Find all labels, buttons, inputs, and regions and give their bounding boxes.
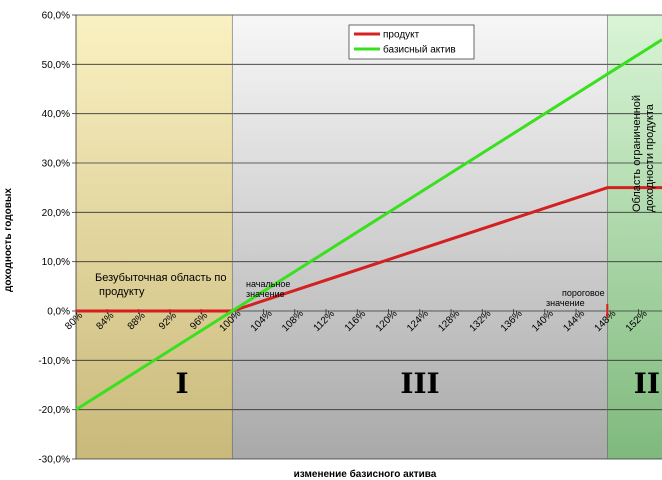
region-dividers xyxy=(231,15,608,459)
y-tick-label: 30,0% xyxy=(42,159,70,170)
threshold-value-line2: значение xyxy=(546,298,585,308)
y-tick-label: 50,0% xyxy=(42,60,70,71)
region-band-iii xyxy=(232,15,608,459)
y-tick-label: 40,0% xyxy=(42,109,70,120)
y-tick-label: -20,0% xyxy=(38,405,70,416)
threshold-value-line1: пороговое xyxy=(562,288,605,298)
legend-label-product: продукт xyxy=(383,30,420,41)
region-band-i xyxy=(76,15,233,459)
legend-box xyxy=(348,24,475,60)
region-label-ii: II xyxy=(634,367,660,400)
initial-value-label: начальное значение xyxy=(246,279,293,299)
legend-label-base-asset: базисный актив xyxy=(383,44,456,56)
region-labels: I III II xyxy=(175,367,660,400)
limited-region-line1: Область ограниченной xyxy=(631,95,643,212)
y-tick-label: -30,0% xyxy=(38,455,70,466)
threshold-value-label: пороговое значение xyxy=(546,288,607,308)
x-axis-title: изменение базисного актива xyxy=(294,468,437,480)
region-band-ii xyxy=(607,15,662,459)
y-tick-label: -10,0% xyxy=(38,356,70,367)
y-tick-label: 0,0% xyxy=(47,307,70,318)
y-tick-label: 60,0% xyxy=(42,11,70,22)
no-loss-region-label: Безубыточная область по продукту xyxy=(95,272,230,298)
region-bands xyxy=(76,15,662,459)
y-tick-label: 20,0% xyxy=(42,208,70,219)
series-line-base-asset xyxy=(75,38,662,411)
limited-region-label: Область ограниченной доходности продукта xyxy=(631,92,656,212)
region-label-iii: III xyxy=(400,367,439,400)
limited-region-line2: доходности продукта xyxy=(644,103,656,212)
initial-value-line2: значение xyxy=(246,289,285,299)
series-lines xyxy=(75,38,662,411)
y-axis-ticks: 60,0% 50,0% 40,0% 30,0% 20,0% 10,0% 0,0% -10,0%… xyxy=(38,11,70,466)
series-line-product xyxy=(76,186,662,313)
no-loss-region-line1: Безубыточная область по xyxy=(95,272,226,284)
y-axis-title: доходность годовых xyxy=(3,188,14,292)
region-label-i: I xyxy=(175,367,188,400)
legend: продукт базисный актив xyxy=(348,24,475,60)
no-loss-region-line2: продукту xyxy=(99,286,145,298)
y-tick-label: 10,0% xyxy=(42,257,70,268)
initial-value-line1: начальное xyxy=(246,279,290,289)
